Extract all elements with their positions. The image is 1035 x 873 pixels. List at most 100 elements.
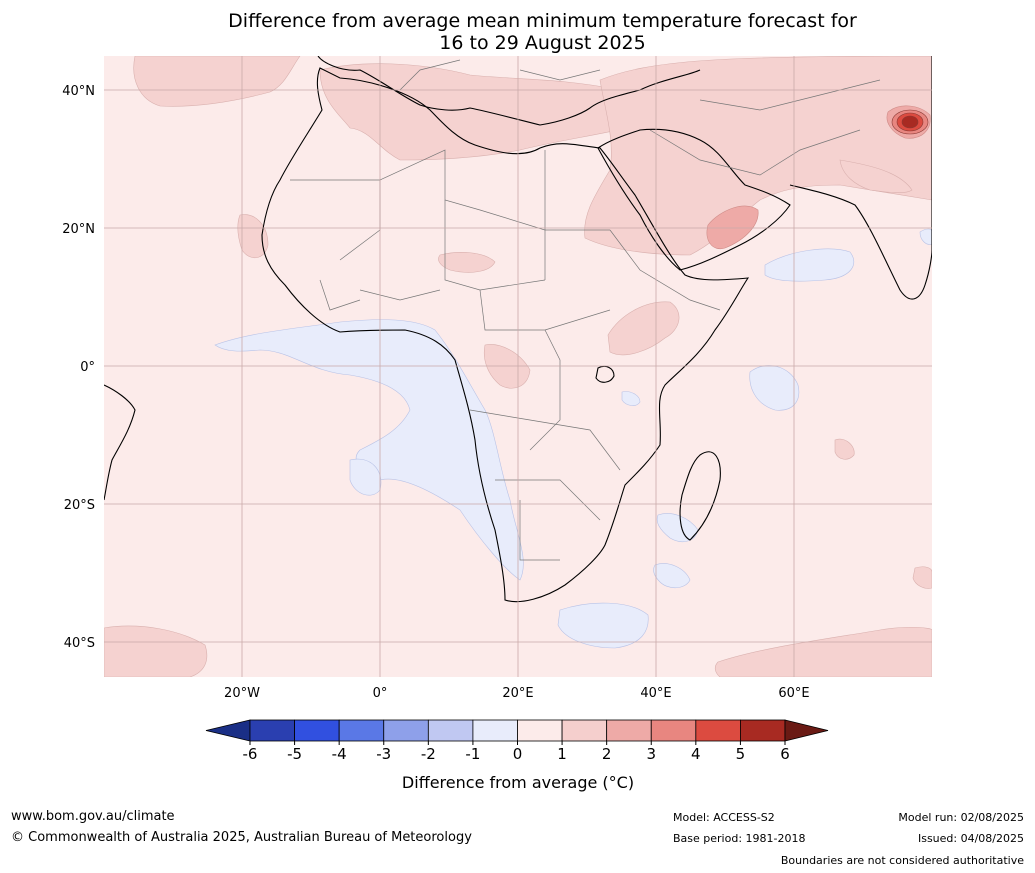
footer-model-run: Model run: 02/08/2025	[898, 811, 1024, 824]
map-area	[104, 56, 932, 677]
colorbar-tick-label: 6	[780, 745, 790, 763]
colorbar-tick-label: -1	[465, 745, 480, 763]
colorbar-tick-label: 5	[736, 745, 746, 763]
lon-label-20E: 20°E	[502, 686, 533, 701]
country-borders	[290, 59, 881, 561]
border-segment-3	[544, 150, 610, 231]
anomaly-region-south-atlantic	[104, 625, 208, 677]
anomaly-region-middle-east	[584, 56, 932, 256]
border-segment-15	[399, 59, 461, 91]
anomaly-region-india	[839, 159, 913, 194]
anomaly-shading-minus-1-to-0	[214, 228, 932, 649]
border-segment-10	[609, 229, 721, 311]
anomaly-region-gulf-of-guinea	[214, 319, 524, 581]
colorbar-tick-label: -2	[421, 745, 436, 763]
colorbar-box	[294, 719, 340, 742]
anomaly-region-south-of-africa	[653, 563, 691, 589]
lat-label-20N: 20°N	[62, 222, 95, 237]
anomaly-region-bay-of-bengal	[919, 228, 932, 245]
colorbar-tick-label: 4	[691, 745, 701, 763]
coastlines	[104, 56, 932, 603]
anomaly-region-west-africa	[237, 214, 269, 258]
colorbar-tick-label: 1	[557, 745, 567, 763]
title-line-2: 16 to 29 August 2025	[439, 32, 646, 54]
colorbar-tick-labels: -6 -5 -4 -3 -2 -1 0 1 2 3 4 5 6	[243, 741, 790, 763]
colorbar-box	[427, 719, 474, 742]
coastline-south-asia	[789, 56, 932, 300]
border-segment-9	[519, 500, 560, 561]
anomaly-region-horn	[607, 301, 680, 356]
coastline-arabia	[597, 128, 791, 271]
footer-base-period: Base period: 1981-2018	[673, 832, 806, 845]
border-segment-16	[519, 69, 601, 81]
border-segment-2	[379, 149, 546, 280]
latitude-labels: 40°N 20°N 0° 20°S 40°S	[62, 84, 95, 651]
lat-label-20S: 20°S	[64, 498, 95, 513]
title-line-1: Difference from average mean minimum tem…	[228, 10, 857, 32]
colorbar-box	[561, 719, 608, 742]
anomaly-region-mediterranean	[319, 63, 645, 161]
footer-issued: Issued: 04/08/2025	[917, 832, 1024, 845]
lon-label-40E: 40°E	[640, 686, 671, 701]
border-segment-4	[444, 200, 546, 291]
anomaly-region-madagascar-east	[834, 438, 855, 460]
anomaly-region-chad	[438, 252, 496, 273]
colorbar-box	[606, 719, 652, 742]
colorbar-tick-label: -4	[332, 745, 347, 763]
anomaly-region-arabia-core	[706, 205, 759, 250]
lat-label-0: 0°	[80, 360, 95, 375]
lat-label-40S: 40°S	[64, 636, 95, 651]
map-title: Difference from average mean minimum tem…	[0, 10, 1035, 54]
border-segment-5	[479, 289, 611, 331]
graticule	[104, 56, 932, 677]
longitude-labels: 20°W 0° 20°E 40°E 60°E	[224, 686, 810, 701]
anomaly-region-agulhas	[557, 602, 649, 649]
colorbar-box	[338, 719, 385, 742]
border-segment-7	[469, 409, 621, 471]
border-segment-6	[529, 329, 561, 451]
colorbar-box	[517, 719, 563, 742]
lon-label-20W: 20°W	[224, 686, 260, 701]
colorbar-over-arrow	[784, 719, 829, 742]
colorbar-box	[650, 719, 697, 742]
border-segment-12	[319, 279, 361, 311]
footer-url[interactable]: www.bom.gov.au/climate	[11, 809, 175, 824]
colorbar-box	[695, 719, 741, 742]
anomaly-region-kenya-coast	[621, 391, 641, 406]
colorbar-tick-label: 2	[602, 745, 612, 763]
colorbar: -6 -5 -4 -3 -2 -1 0 1 2 3 4 5 6 Difference from aver…	[205, 719, 829, 792]
colorbar-box	[249, 719, 295, 742]
anomaly-region-arabian-sea	[764, 248, 855, 282]
footer-disclaimer: Boundaries are not considered authoritat…	[780, 854, 1024, 867]
colorbar-tick-label: 3	[646, 745, 656, 763]
colorbar-title: Difference from average (°C)	[402, 773, 634, 792]
colorbar-boxes	[249, 719, 786, 742]
coastline-africa	[261, 67, 750, 603]
border-segment-13	[649, 129, 861, 176]
border-segment-11	[359, 289, 441, 301]
anomaly-shading-1-to-2	[104, 56, 932, 677]
coastline-lake-victoria	[595, 365, 615, 383]
coastline-madagascar	[679, 451, 721, 541]
colorbar-tick-label: -3	[376, 745, 391, 763]
colorbar-under-arrow	[205, 719, 251, 742]
footer-copyright: © Commonwealth of Australia 2025, Austra…	[11, 830, 472, 845]
colorbar-box	[383, 719, 429, 742]
colorbar-box	[472, 719, 518, 742]
footer-model: Model: ACCESS-S2	[673, 811, 775, 824]
lat-label-40N: 40°N	[62, 84, 95, 99]
lon-label-0: 0°	[373, 686, 388, 701]
border-segment-8	[495, 479, 601, 521]
colorbar-box	[740, 719, 786, 742]
anomaly-shading-hotspot	[891, 109, 929, 135]
anomaly-region-south-indian	[912, 566, 932, 589]
colorbar-tick-label: -5	[287, 745, 302, 763]
colorbar-tick-label: -6	[243, 745, 258, 763]
colorbar-tick-label: 0	[513, 745, 523, 763]
anomaly-region-southern-ocean	[714, 626, 932, 677]
border-segment-14	[699, 79, 881, 111]
lon-label-60E: 60°E	[778, 686, 809, 701]
coastline-south-america	[104, 384, 136, 501]
coastline-europe	[317, 56, 701, 126]
